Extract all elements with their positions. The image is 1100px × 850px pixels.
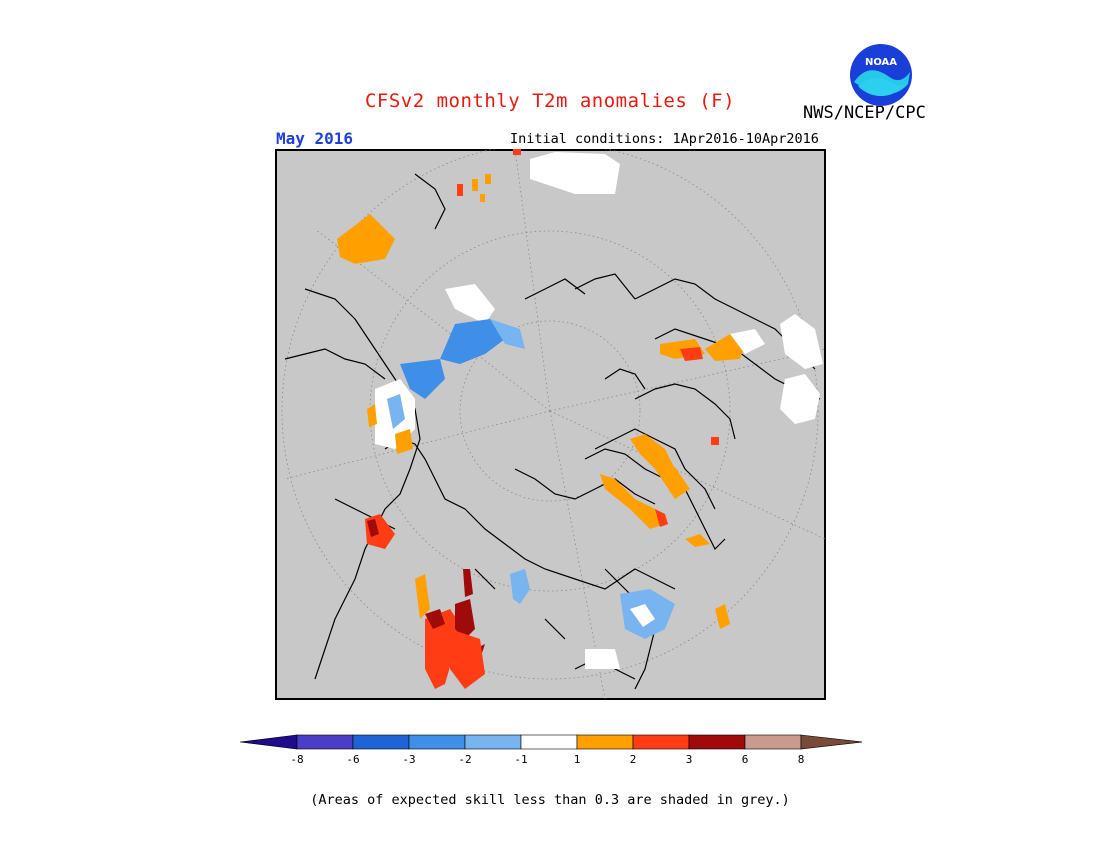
- colorbar-bin: [688, 734, 746, 750]
- colorbar-tick-label: -6: [346, 753, 359, 766]
- colorbar-legend: -8 -6 -3 -2 -1 1 2 3 6 8: [240, 734, 862, 766]
- colorbar-tick-label: -3: [402, 753, 415, 766]
- colorbar-bin: [520, 734, 578, 750]
- colorbar-bin: [632, 734, 690, 750]
- forecast-month: May 2016: [276, 129, 354, 148]
- colorbar-tick-label: 3: [686, 753, 693, 766]
- map-title: CFSv2 monthly T2m anomalies (F): [364, 90, 736, 112]
- colorbar-high-extend: [800, 734, 862, 750]
- polar-anomaly-map: [275, 149, 826, 700]
- agency-label: NWS/NCEP/CPC: [803, 103, 926, 123]
- noaa-logo-icon: NOAA: [850, 44, 912, 106]
- colorbar-tick-label: -8: [290, 753, 303, 766]
- colorbar-low-extend: [240, 734, 298, 750]
- colorbar-tick-label: 2: [630, 753, 637, 766]
- colorbar-tick-label: 1: [574, 753, 581, 766]
- colorbar-tick-label: 6: [742, 753, 749, 766]
- noaa-logo-text: NOAA: [865, 57, 897, 68]
- colorbar-bin: [352, 734, 410, 750]
- coastlines: [284, 173, 821, 690]
- colorbar-bin: [464, 734, 522, 750]
- colorbar-bin: [576, 734, 634, 750]
- colorbar-tick-label: -2: [458, 753, 471, 766]
- anomaly-patches: [337, 149, 823, 689]
- skill-footnote: (Areas of expected skill less than 0.3 a…: [310, 792, 790, 808]
- colorbar-bin: [296, 734, 354, 750]
- colorbar-bin: [408, 734, 466, 750]
- colorbar-tick-label: -1: [514, 753, 527, 766]
- colorbar-tick-label: 8: [798, 753, 805, 766]
- colorbar-bin: [744, 734, 802, 750]
- initial-conditions: Initial conditions: 1Apr2016-10Apr2016: [510, 131, 819, 147]
